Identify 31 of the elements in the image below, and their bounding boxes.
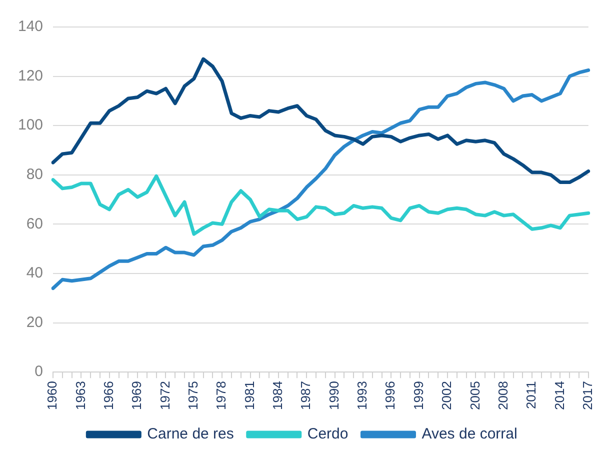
y-tick-label: 80 <box>26 166 44 184</box>
legend-label: Cerdo <box>307 426 348 443</box>
x-tick-label: 2011 <box>524 381 539 410</box>
y-tick-label: 20 <box>26 314 44 331</box>
x-tick-label: 2005 <box>467 381 482 410</box>
x-tick-label: 1975 <box>185 381 200 410</box>
x-tick-label: 1996 <box>382 381 398 410</box>
x-tick-label: 1960 <box>44 381 60 410</box>
x-tick-label: 1969 <box>129 381 144 410</box>
x-tick-label: 1972 <box>157 381 172 410</box>
x-tick-label: 2008 <box>495 381 510 410</box>
y-tick-label: 0 <box>34 363 44 380</box>
y-tick-label: 40 <box>26 264 44 282</box>
x-tick-label: 1978 <box>214 381 229 410</box>
x-tick-label: 2002 <box>439 381 454 410</box>
legend-label: Carne de res <box>147 426 234 443</box>
x-tick-label: 1984 <box>270 381 286 410</box>
x-tick-label: 1966 <box>100 381 116 410</box>
x-tick-label: 1999 <box>410 381 426 410</box>
y-tick-label: 100 <box>18 116 44 134</box>
x-tick-label: 1963 <box>72 381 88 410</box>
x-tick-label: 2017 <box>580 381 595 410</box>
y-tick-label: 120 <box>18 67 44 84</box>
legend-label: Aves de corral <box>422 426 518 443</box>
x-tick-label: 1981 <box>242 381 257 410</box>
x-tick-label: 1990 <box>326 381 342 410</box>
x-tick-label: 1993 <box>354 381 370 410</box>
x-tick-label: 1987 <box>298 381 314 410</box>
x-tick-label: 2014 <box>552 381 567 410</box>
y-tick-label: 60 <box>26 215 44 232</box>
y-tick-label: 140 <box>18 18 44 36</box>
